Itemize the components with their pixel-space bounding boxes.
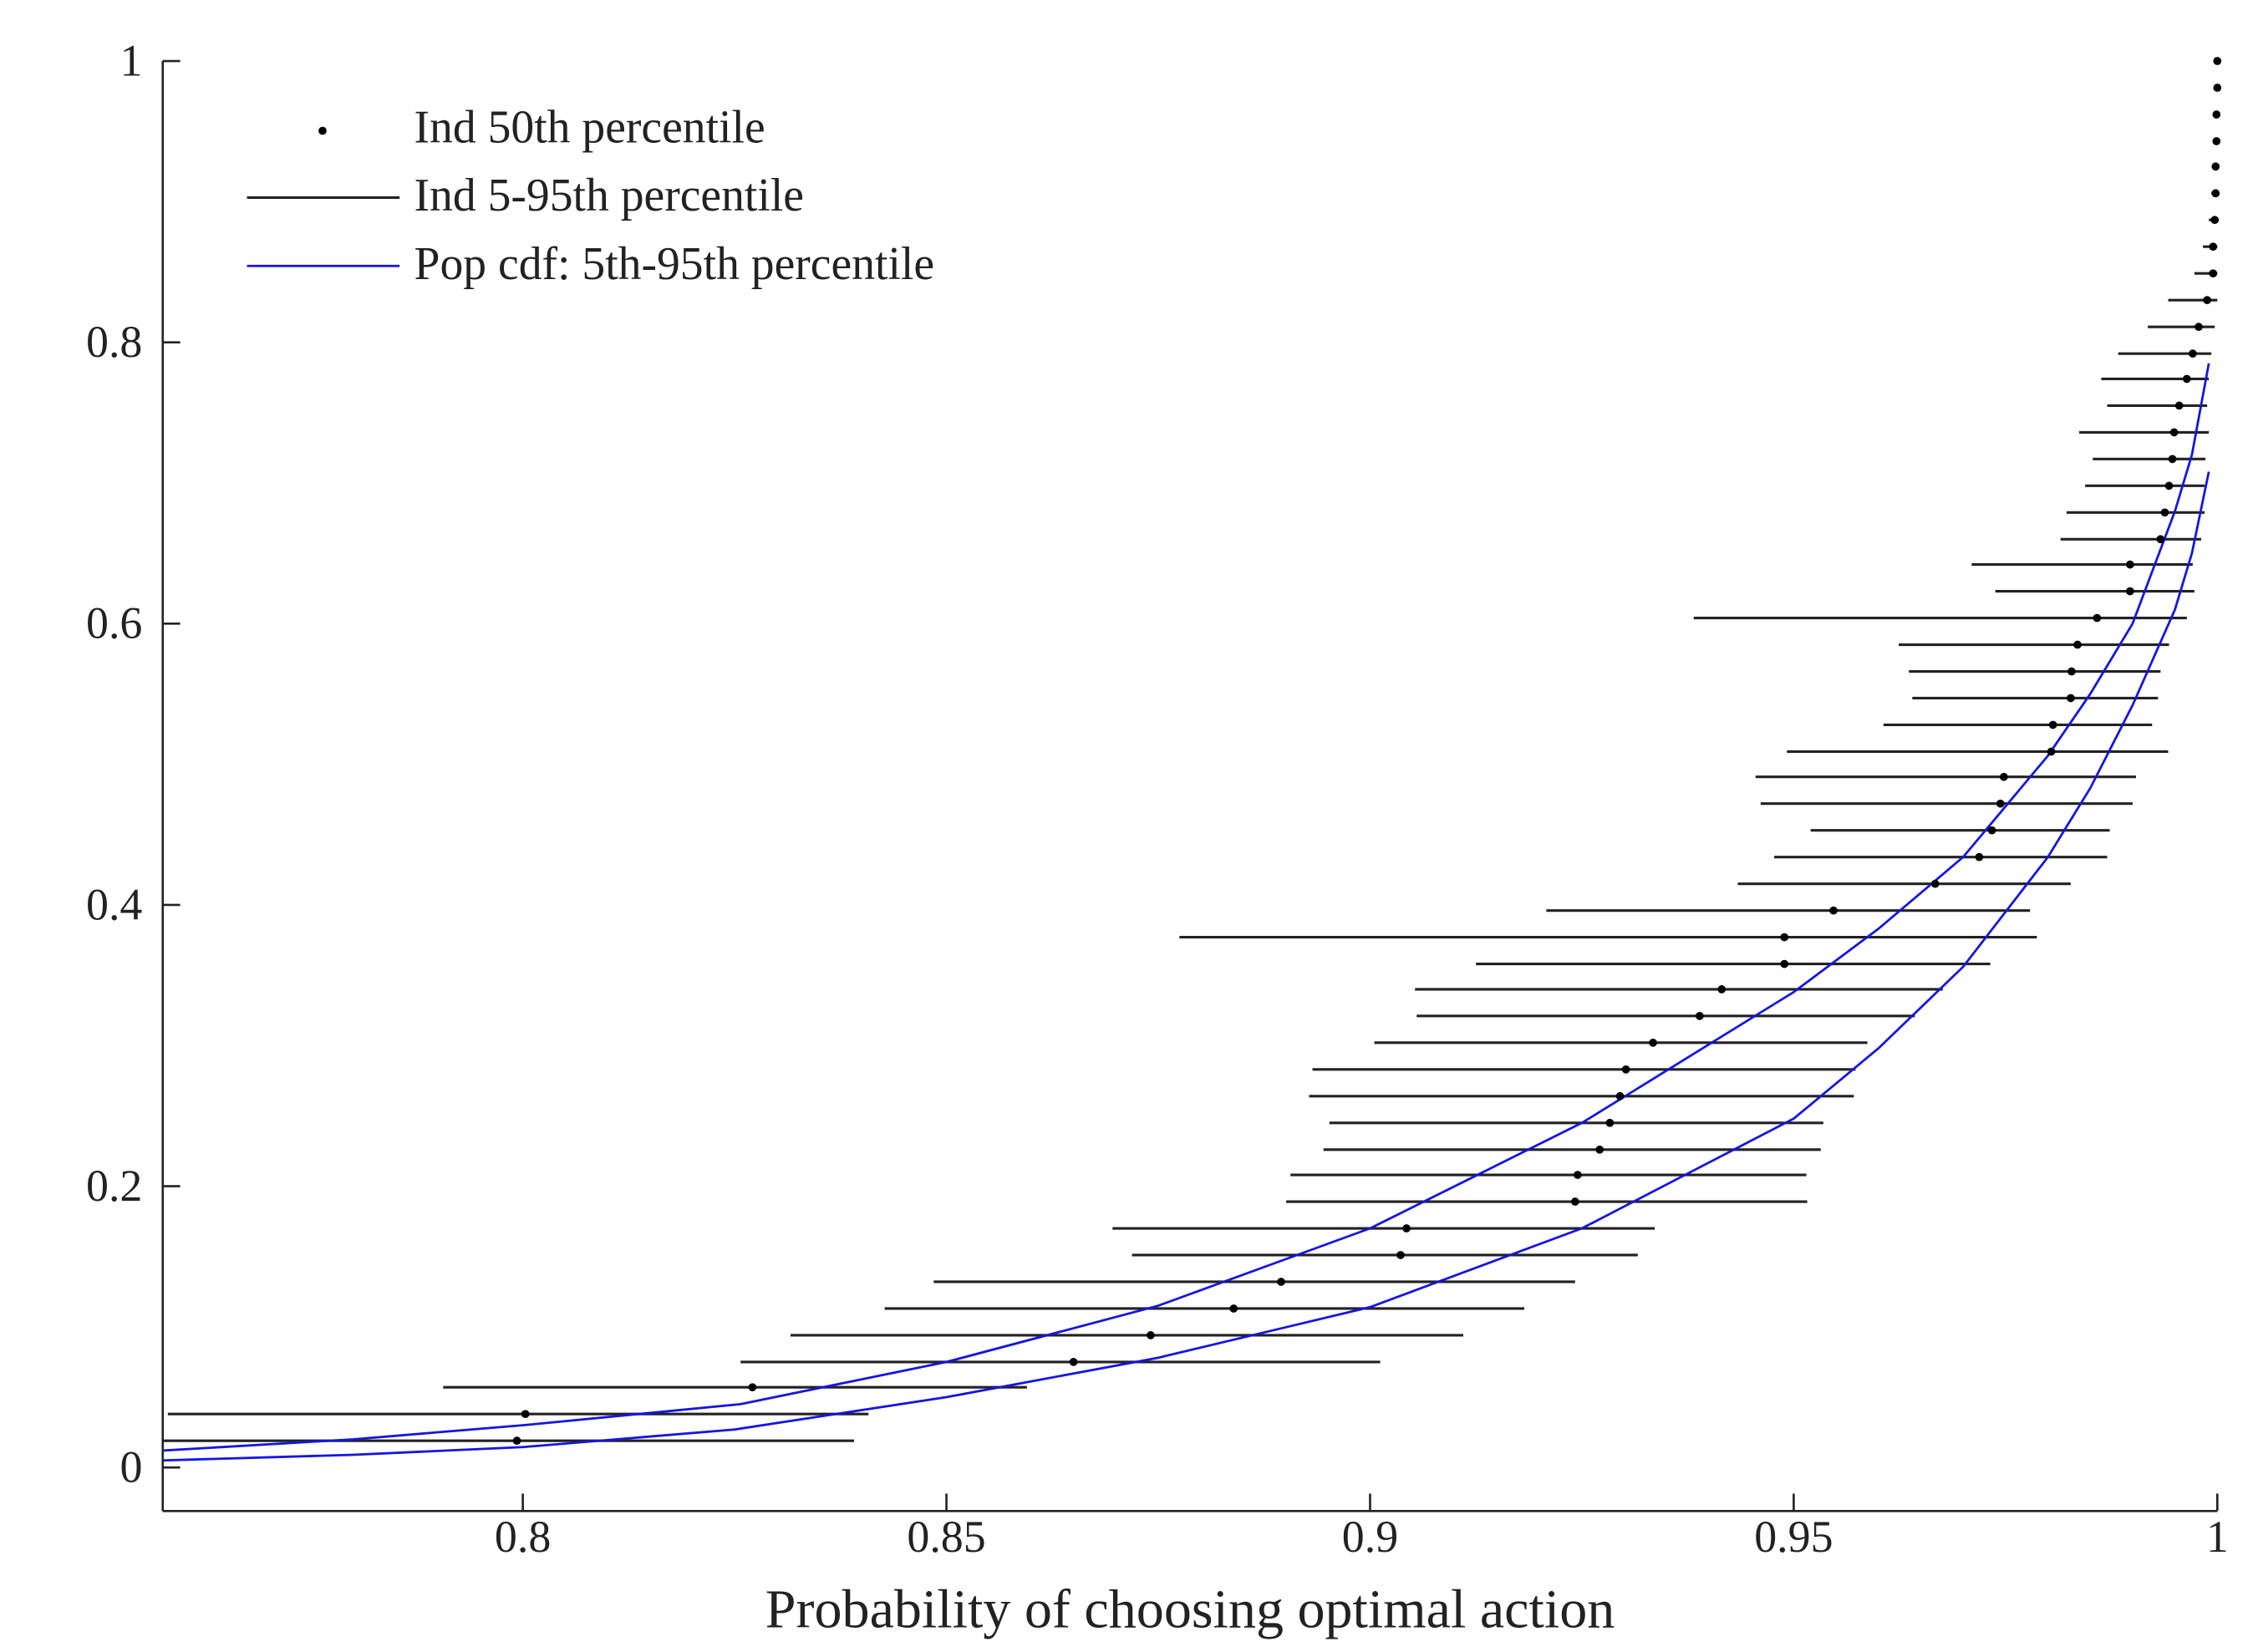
median-dot: [521, 1410, 530, 1419]
median-dot: [1649, 1038, 1657, 1047]
median-dot: [1621, 1065, 1630, 1074]
median-dot: [1595, 1145, 1605, 1154]
legend-label: Ind 5-95th percentile: [414, 170, 804, 221]
median-dot: [2168, 455, 2177, 464]
y-tick-label: 0.4: [86, 879, 142, 929]
median-dot: [1975, 852, 1984, 862]
median-dot: [2189, 349, 2197, 358]
median-dot: [512, 1436, 521, 1446]
median-dot: [1396, 1251, 1405, 1259]
median-dot: [2203, 296, 2212, 305]
y-tick-label: 0.8: [86, 317, 142, 367]
x-tick-label: 0.9: [1342, 1512, 1398, 1562]
median-dot: [1987, 826, 1996, 835]
x-tick-label: 0.8: [495, 1512, 551, 1562]
median-dot: [2156, 535, 2165, 544]
median-dot: [1277, 1278, 1285, 1286]
median-dot: [2211, 189, 2220, 198]
median-dot: [1573, 1171, 1582, 1179]
median-dot: [2067, 667, 2076, 676]
median-dot: [1999, 772, 2008, 781]
median-dot: [1229, 1304, 1238, 1313]
median-dot: [1780, 933, 1789, 942]
median-dot: [1780, 959, 1789, 968]
median-dot: [2210, 216, 2220, 225]
median-dot: [2212, 110, 2221, 119]
median-dot: [2047, 747, 2056, 756]
median-dot: [1147, 1331, 1155, 1339]
plot-area: [162, 57, 2222, 1462]
median-dot: [1829, 906, 1838, 915]
median-dot: [2213, 57, 2222, 65]
median-dot: [1930, 879, 1940, 888]
median-dot: [2093, 613, 2102, 623]
x-tick-label: 0.85: [907, 1512, 985, 1562]
median-dot: [1695, 1012, 1704, 1020]
median-dot: [1615, 1091, 1625, 1100]
median-dot: [1069, 1358, 1078, 1366]
median-dot: [2073, 640, 2082, 649]
median-dot: [2209, 269, 2218, 278]
y-tick-label: 0.6: [86, 598, 142, 648]
median-dot: [2067, 694, 2075, 703]
median-dot: [1996, 799, 2005, 808]
legend-dot: [318, 126, 327, 135]
median-dot: [2164, 481, 2174, 491]
y-tick-label: 0.2: [86, 1161, 142, 1211]
median-dot: [2212, 137, 2221, 145]
median-dot: [1605, 1118, 1615, 1127]
median-dot: [2211, 162, 2220, 171]
median-dot: [2160, 508, 2169, 517]
pop-cdf-curve: [162, 471, 2210, 1462]
median-dot: [1570, 1197, 1579, 1206]
y-tick-label: 1: [120, 35, 142, 85]
median-dot: [2048, 720, 2057, 729]
pop-cdf-curve: [162, 363, 2210, 1452]
median-dot: [2182, 374, 2191, 384]
legend-label: Pop cdf: 5th-95th percentile: [414, 238, 935, 290]
x-tick-label: 0.95: [1754, 1512, 1833, 1562]
median-dot: [1717, 985, 1727, 994]
median-dot: [1402, 1224, 1411, 1233]
y-tick-label: 0: [120, 1442, 142, 1492]
median-dot: [2126, 587, 2134, 596]
median-dot: [748, 1383, 757, 1392]
median-dot: [2169, 428, 2179, 437]
median-dot: [2209, 242, 2218, 252]
median-dot: [2194, 323, 2203, 332]
median-dot: [2213, 84, 2222, 92]
median-dot: [2126, 560, 2134, 569]
median-dot: [2174, 401, 2184, 410]
x-tick-label: 1: [2206, 1512, 2229, 1562]
legend-label: Ind 50th percentile: [414, 101, 765, 153]
x-axis-label: Probability of choosing optimal action: [765, 1578, 1615, 1639]
